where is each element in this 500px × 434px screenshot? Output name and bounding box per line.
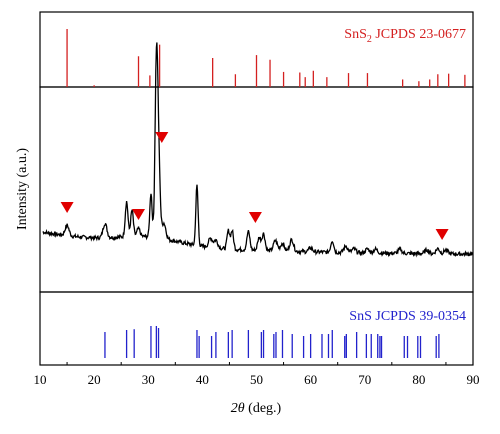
x-tick-label: 60 [304, 372, 317, 387]
bottom-reference-label: SnS JCPDS 39-0354 [349, 309, 466, 324]
x-tick-label: 30 [142, 372, 155, 387]
x-tick-label: 70 [358, 372, 371, 387]
peak-marker [248, 212, 262, 223]
x-tick-label: 90 [467, 372, 480, 387]
bottom-reference-bars [104, 326, 440, 358]
x-tick-label: 50 [250, 372, 263, 387]
x-tick-label: 20 [88, 372, 101, 387]
top-reference-label: SnS2 JCPDS 23-0677 [344, 27, 466, 45]
panel-middle-frame [39, 86, 474, 293]
panel-bottom-frame [39, 291, 474, 366]
peak-marker [132, 209, 145, 220]
peak-marker [155, 132, 169, 143]
measured-series-line [42, 42, 474, 258]
y-axis-label: Intensity (a.u.) [15, 148, 30, 230]
top-reference-bars [66, 29, 466, 87]
x-axis-ticks: 10 20 30 40 50 60 70 80 90 [34, 362, 480, 387]
x-tick-label: 80 [412, 372, 425, 387]
x-axis-label: 2θ (deg.) [231, 401, 282, 416]
peak-marker [60, 202, 74, 213]
peak-marker [435, 229, 449, 240]
x-tick-label: 40 [196, 372, 209, 387]
measured-pattern [42, 42, 474, 258]
x-tick-label: 10 [34, 372, 47, 387]
